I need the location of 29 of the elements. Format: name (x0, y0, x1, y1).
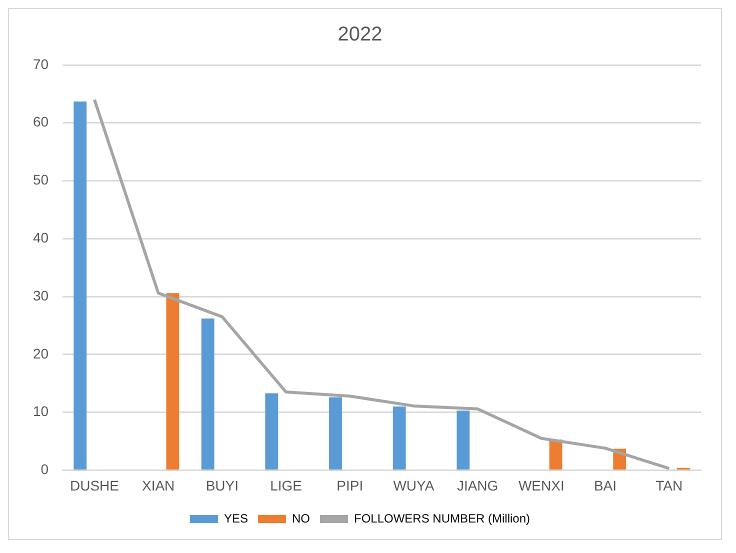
legend-label: FOLLOWERS NUMBER (Million) (354, 511, 530, 526)
x-tick-label: LIGE (270, 477, 302, 494)
y-tick-label: 10 (32, 403, 49, 420)
chart-title: 2022 (338, 24, 382, 46)
x-tick-label: DUSHE (70, 477, 119, 494)
y-tick-label: 0 (40, 461, 49, 478)
bar (392, 406, 406, 470)
x-tick-label: XIAN (142, 477, 175, 494)
legend-label: YES (224, 511, 248, 526)
x-tick-label: WENXI (518, 477, 564, 494)
y-tick-label: 60 (32, 114, 49, 130)
x-tick-label: TAN (656, 477, 683, 494)
y-tick-label: 30 (32, 287, 49, 304)
y-tick-label: 40 (32, 230, 49, 246)
legend-label: NO (292, 511, 310, 526)
bar (329, 397, 342, 470)
bar (456, 410, 470, 470)
bar (166, 293, 180, 470)
x-tick-label: JIANG (456, 477, 498, 494)
x-tick-label: PIPI (336, 477, 364, 494)
bar (201, 318, 214, 470)
y-tick-label: 70 (32, 56, 49, 72)
x-tick-label: BUYI (206, 477, 239, 494)
y-tick-label: 50 (32, 172, 49, 188)
bar (74, 101, 87, 470)
x-tick-label: WUYA (393, 477, 435, 494)
x-tick-label: BAI (594, 477, 617, 494)
y-tick-label: 20 (32, 345, 49, 362)
bar (265, 393, 278, 470)
